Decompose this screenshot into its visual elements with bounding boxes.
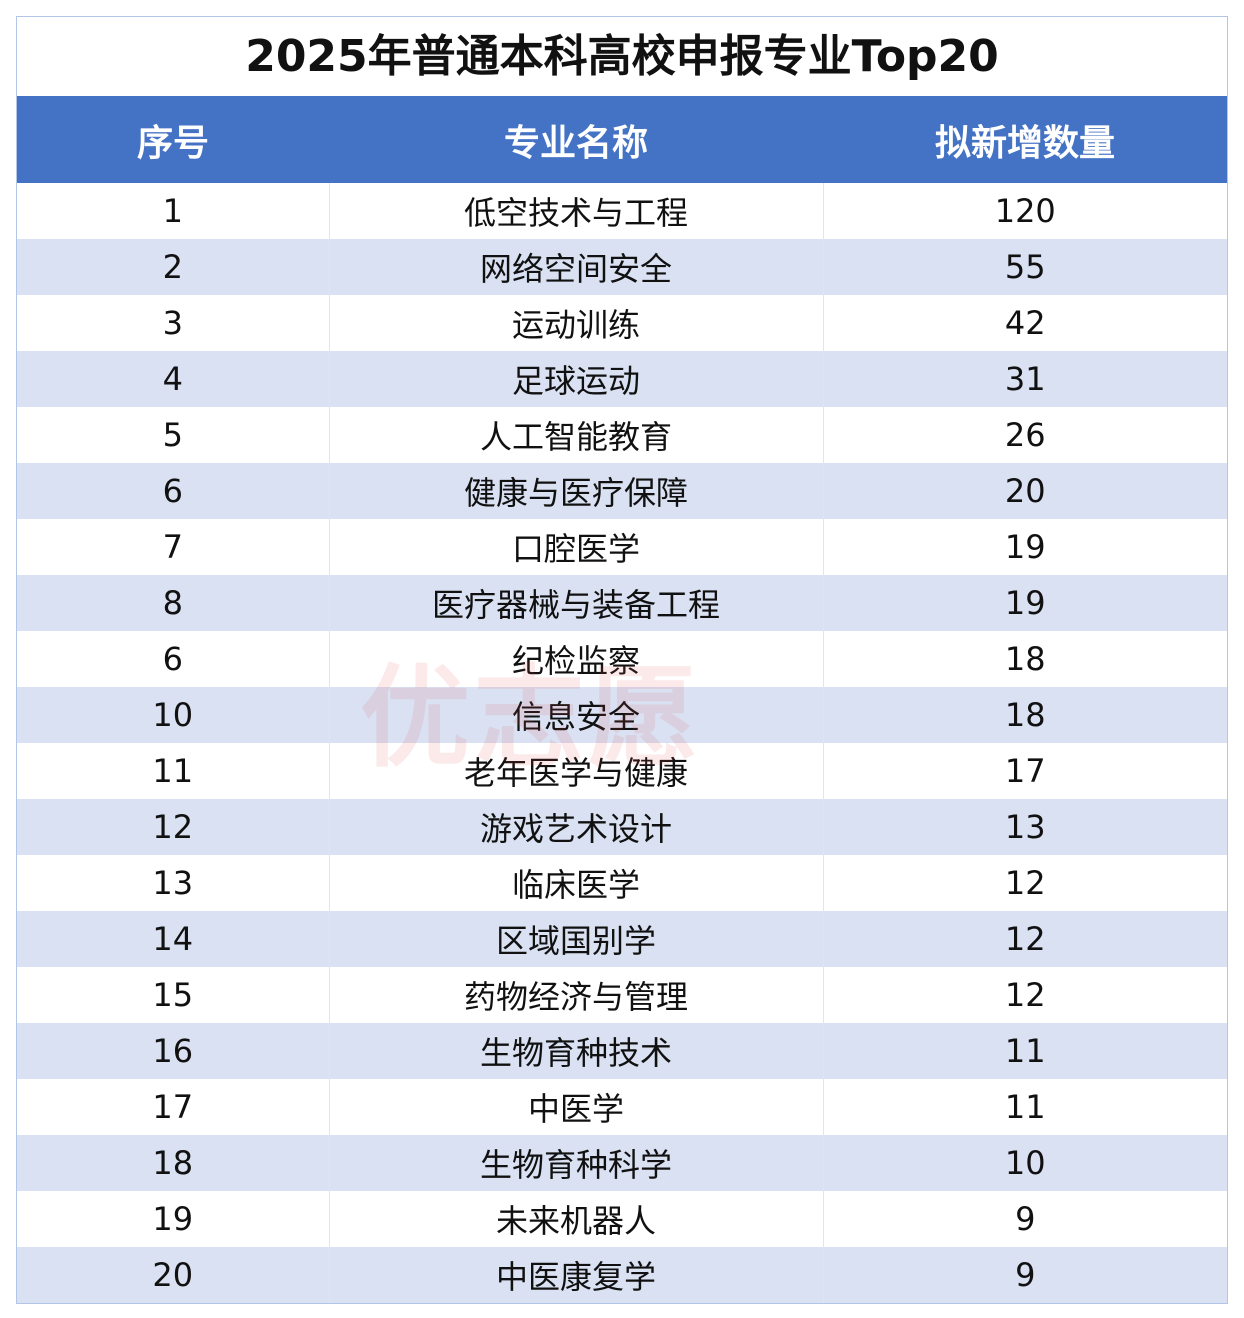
table-cell: 老年医学与健康 (329, 743, 824, 799)
table-cell: 13 (823, 799, 1227, 855)
table-cell: 19 (17, 1191, 330, 1247)
table-cell: 18 (823, 687, 1227, 743)
table-cell: 医疗器械与装备工程 (329, 575, 824, 631)
table-cell: 12 (1004, 976, 1046, 1014)
table-cell: 42 (1004, 304, 1046, 342)
table-cell: 13 (17, 855, 330, 911)
table-cell: 11 (17, 743, 330, 799)
table-cell: 生物育种科学 (329, 1135, 824, 1191)
table-cell: 19 (1004, 528, 1046, 566)
title: 2025年普通本科高校申报专业Top20 (245, 31, 999, 82)
table-cell: 55 (823, 239, 1227, 295)
table-cell: 17 (17, 1079, 330, 1135)
header-cell: 专业名称 (329, 96, 823, 183)
table-cell: 4 (17, 351, 330, 407)
table-row: 6 纪检监察 18 (17, 631, 1227, 687)
table-cell: 12 (1004, 864, 1046, 902)
table-cell: 31 (823, 351, 1227, 407)
table-cell: 临床医学 (329, 855, 824, 911)
table-cell: 26 (1004, 416, 1046, 454)
table-cell: 6 (17, 463, 330, 519)
header-cell: 拟新增数量 (823, 96, 1227, 183)
table-cell: 运动训练 (329, 295, 824, 351)
table-row: 2 网络空间安全 55 (17, 239, 1227, 295)
table-cell: 未来机器人 (329, 1191, 824, 1247)
table-cell: 生物育种技术 (329, 1023, 824, 1079)
table-cell: 足球运动 (329, 351, 824, 407)
table-cell: 19 (823, 575, 1227, 631)
table-cell: 中医康复学 (329, 1247, 824, 1303)
table-row: 4 足球运动 31 (17, 351, 1227, 407)
table-cell: 10 (17, 687, 330, 743)
table-row: 17 中医学 11 (17, 1079, 1227, 1135)
table-cell: 11 (1004, 1088, 1046, 1126)
table-row: 8 医疗器械与装备工程 19 (17, 575, 1227, 631)
table-row: 11 老年医学与健康 17 (17, 743, 1227, 799)
table-cell: 20 (823, 463, 1227, 519)
table-row: 16 生物育种技术 11 (17, 1023, 1227, 1079)
table-cell: 信息安全 (329, 687, 824, 743)
table-body: 1 低空技术与工程 120 2 网络空间安全 55 3 运动训练 42 4 足球运动 31 5 人工智能教… (17, 183, 1227, 1303)
table-row: 3 运动训练 42 (17, 295, 1227, 351)
table-cell: 2 (17, 239, 330, 295)
header-row: 序号 专业名称 拟新增数量 (17, 96, 1227, 183)
table-cell: 12 (823, 911, 1227, 967)
table-cell: 中医学 (329, 1079, 824, 1135)
table-row: 5 人工智能教育 26 (17, 407, 1227, 463)
table-head: 序号 专业名称 拟新增数量 (17, 96, 1227, 183)
table-cell: 药物经济与管理 (329, 967, 824, 1023)
table-row: 13 临床医学 12 (17, 855, 1227, 911)
data-table: 序号 专业名称 拟新增数量 1 低空技术与工程 120 2 网络空间安全 55 3 运动训练 4… (17, 96, 1227, 1303)
table-row: 19 未来机器人 9 (17, 1191, 1227, 1247)
table-cell: 15 (17, 967, 330, 1023)
table-cell: 14 (17, 911, 330, 967)
table-row: 18 生物育种科学 10 (17, 1135, 1227, 1191)
table-cell: 17 (1004, 752, 1046, 790)
table-cell: 人工智能教育 (329, 407, 824, 463)
table-cell: 9 (823, 1247, 1227, 1303)
table-cell: 区域国别学 (329, 911, 824, 967)
table-cell: 16 (17, 1023, 330, 1079)
table-cell: 1 (17, 183, 330, 239)
table-cell: 20 (17, 1247, 330, 1303)
table-cell: 11 (823, 1023, 1227, 1079)
table-cell: 3 (17, 295, 330, 351)
table-cell: 18 (17, 1135, 330, 1191)
table-cell: 纪检监察 (329, 631, 824, 687)
table-cell: 18 (1004, 640, 1046, 678)
table-cell: 6 (17, 631, 330, 687)
table-cell: 10 (823, 1135, 1227, 1191)
header-cell: 序号 (17, 96, 329, 183)
table-cell: 口腔医学 (329, 519, 824, 575)
table-row: 1 低空技术与工程 120 (17, 183, 1227, 239)
table-cell: 游戏艺术设计 (329, 799, 824, 855)
table-cell: 健康与医疗保障 (329, 463, 824, 519)
table-cell: 9 (1015, 1200, 1036, 1238)
table-row: 12 游戏艺术设计 13 (17, 799, 1227, 855)
table-cell: 120 (994, 192, 1056, 230)
table-row: 6 健康与医疗保障 20 (17, 463, 1227, 519)
table-cell: 低空技术与工程 (329, 183, 824, 239)
table-cell: 8 (17, 575, 330, 631)
table-row: 10 信息安全 18 (17, 687, 1227, 743)
table-cell: 5 (17, 407, 330, 463)
table-row: 20 中医康复学 9 (17, 1247, 1227, 1303)
table-cell: 12 (17, 799, 330, 855)
table-container: 2025年普通本科高校申报专业Top20 序号 专业名称 拟新增数量 1 低空技术… (16, 16, 1228, 1304)
table-row: 14 区域国别学 12 (17, 911, 1227, 967)
table-row: 15 药物经济与管理 12 (17, 967, 1227, 1023)
table-cell: 网络空间安全 (329, 239, 824, 295)
table-cell: 7 (17, 519, 330, 575)
table-row: 7 口腔医学 19 (17, 519, 1227, 575)
